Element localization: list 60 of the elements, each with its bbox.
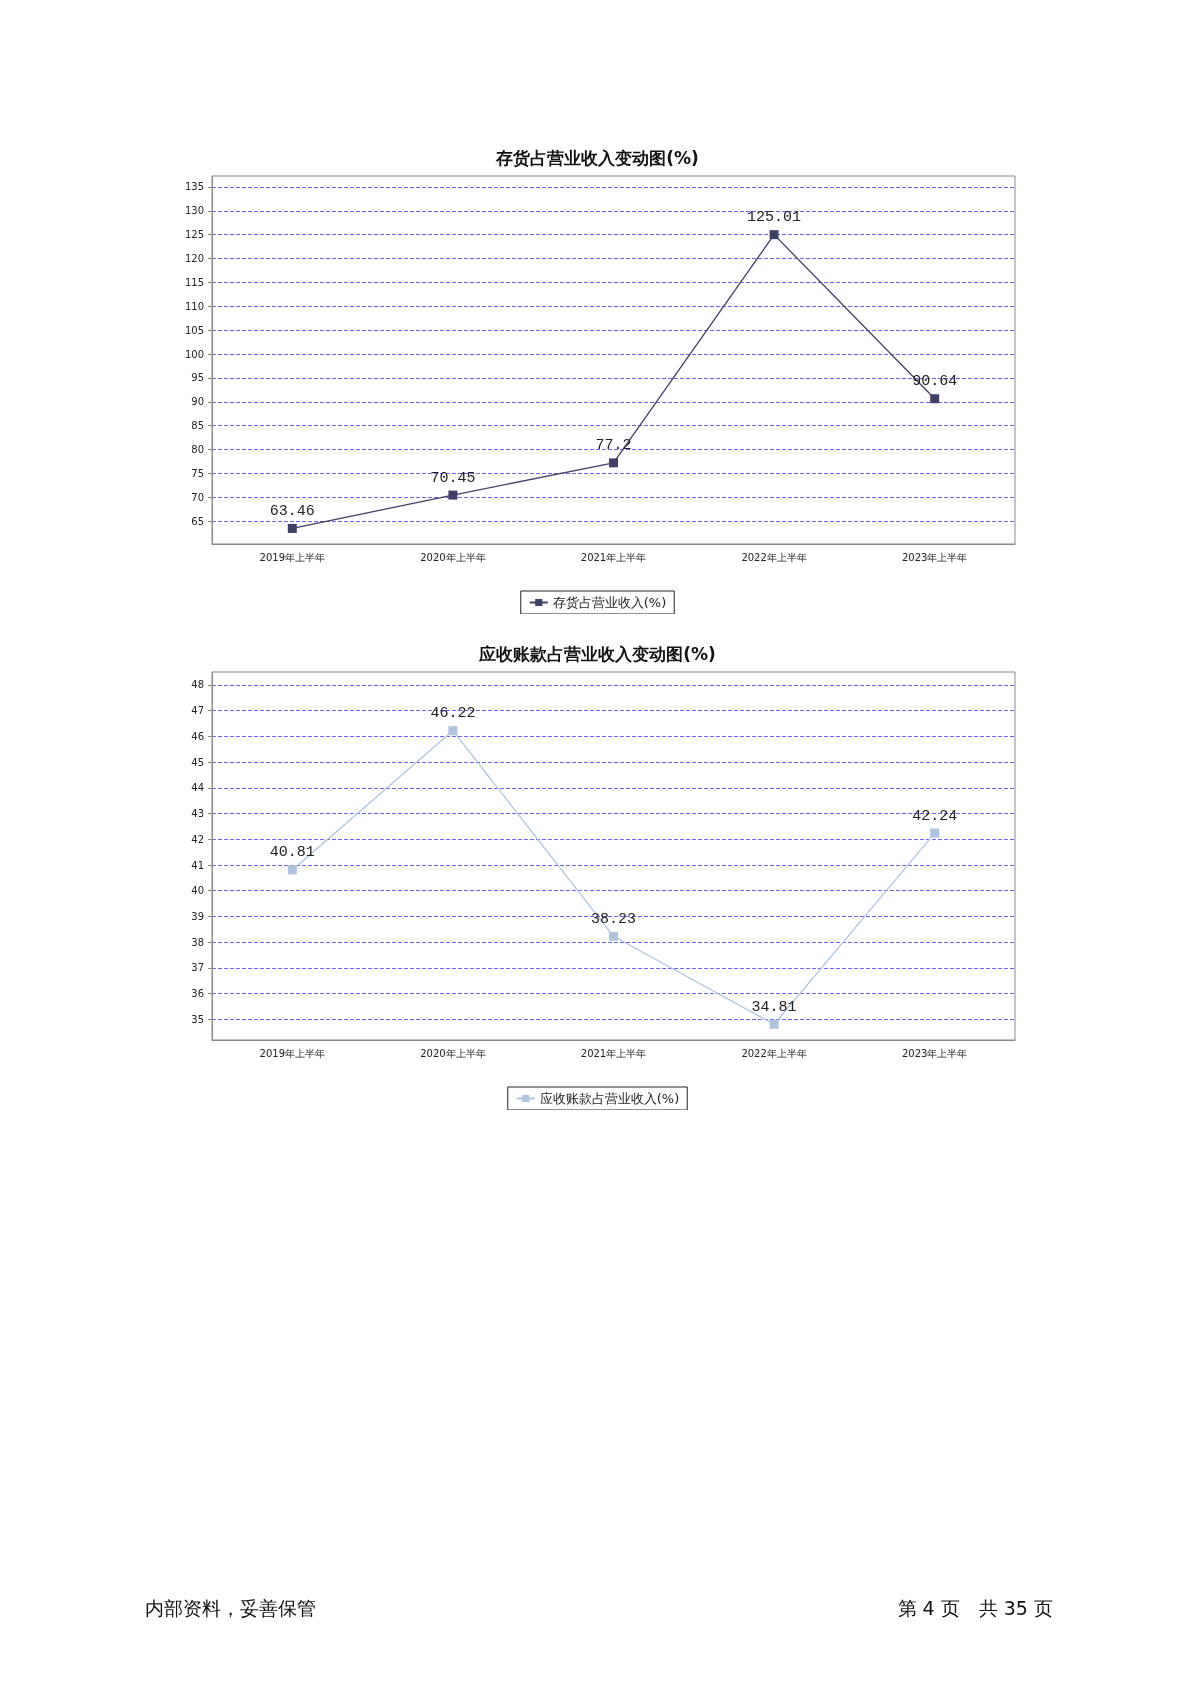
y-tick-label: 44 (191, 782, 204, 794)
x-tick-label: 2020年上半年 (420, 1047, 486, 1059)
data-label: 34.81 (751, 998, 797, 1016)
legend-label: 存货占营业收入(%) (552, 595, 667, 610)
point (448, 490, 458, 500)
y-tick-label: 70 (191, 491, 204, 503)
point (448, 726, 458, 736)
y-tick-label: 41 (191, 859, 204, 871)
data-label: 63.46 (269, 502, 315, 520)
text: 第 4 页 共 35 页 (897, 1596, 1053, 1621)
point (769, 230, 779, 240)
data-label: 70.45 (430, 469, 476, 487)
y-tick-label: 110 (184, 300, 204, 312)
y-tick-label: 75 (191, 467, 204, 479)
y-tick-label: 35 (191, 1013, 204, 1025)
y-tick-label: 45 (191, 756, 204, 768)
y-tick-label: 36 (191, 988, 204, 1000)
x-tick-label: 2019年上半年 (259, 551, 326, 563)
x-tick-label: 2022年上半年 (741, 1047, 807, 1059)
point (930, 828, 940, 838)
y-tick-label: 65 (191, 515, 204, 527)
y-tick-label: 95 (191, 372, 204, 384)
y-tick-label: 85 (191, 420, 204, 432)
y-tick-label: 40 (191, 885, 204, 897)
data-label: 125.01 (747, 209, 802, 227)
y-tick-label: 120 (184, 253, 204, 265)
x-tick-label: 2020年上半年 (420, 551, 486, 563)
point (769, 1019, 779, 1029)
legend-label: 应收账款占营业收入(%) (539, 1091, 680, 1106)
y-tick-label: 100 (184, 348, 204, 360)
y-tick-label: 43 (191, 808, 204, 820)
y-tick-label: 39 (191, 910, 204, 922)
y-tick-label: 90 (191, 396, 204, 408)
x-tick-label: 2023年上半年 (901, 1047, 968, 1059)
y-tick-label: 130 (184, 205, 204, 217)
point (609, 458, 618, 468)
chart-title: 应收账款占营业收入变动图(%) (478, 643, 716, 664)
data-label: 40.81 (269, 844, 315, 862)
x-tick-label: 2019年上半年 (259, 1047, 326, 1059)
x-tick-label: 2021年上半年 (580, 551, 647, 563)
y-tick-label: 42 (191, 833, 204, 845)
y-tick-label: 48 (191, 679, 204, 691)
text: 内部资料，妥善保管 (145, 1596, 316, 1621)
y-tick-label: 37 (191, 962, 204, 974)
y-tick-label: 115 (184, 276, 204, 288)
y-tick-label: 135 (184, 181, 204, 193)
point (287, 865, 297, 875)
point (930, 394, 940, 404)
x-tick-label: 2021年上半年 (580, 1047, 647, 1059)
x-tick-label: 2023年上半年 (901, 551, 968, 563)
chart-title: 存货占营业收入变动图(%) (495, 147, 699, 168)
y-tick-label: 47 (191, 705, 204, 717)
y-tick-label: 38 (191, 936, 204, 948)
y-tick-label: 125 (184, 229, 204, 241)
y-tick-label: 80 (191, 443, 204, 455)
point (609, 931, 618, 941)
x-tick-label: 2022年上半年 (741, 551, 807, 563)
y-tick-label: 46 (191, 730, 204, 742)
y-tick-label: 105 (184, 324, 204, 336)
point (287, 523, 297, 533)
